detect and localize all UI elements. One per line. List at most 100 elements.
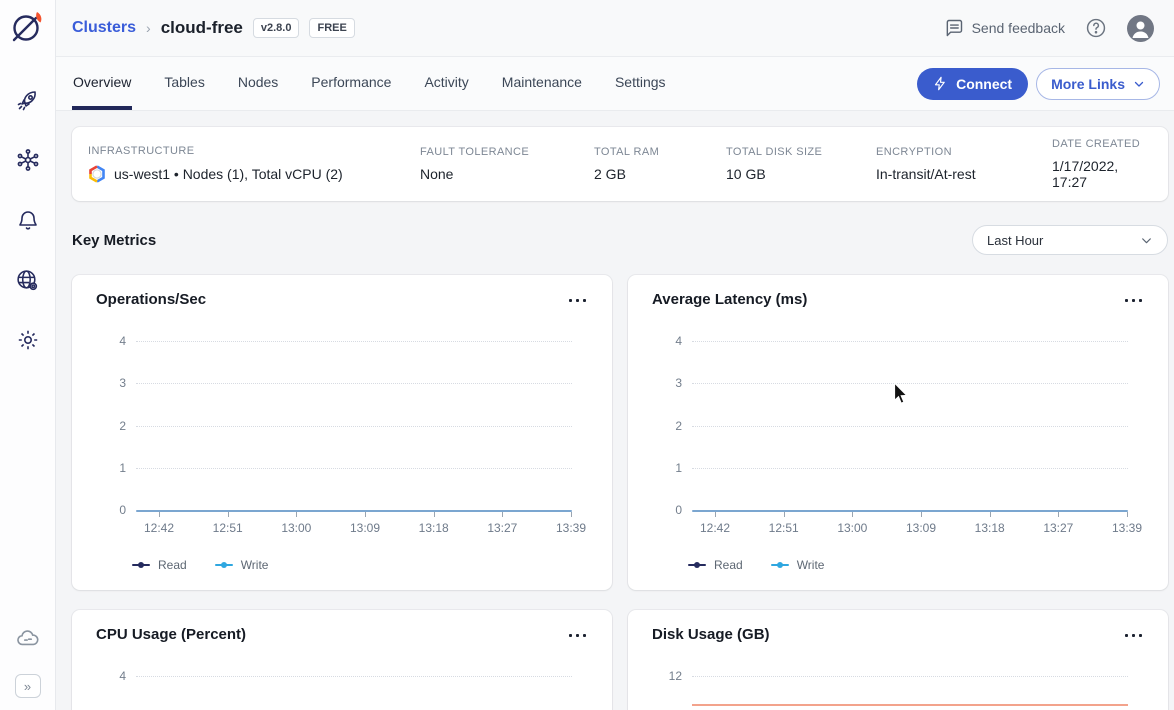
gridline (136, 341, 572, 342)
y-tick-label: 4 (86, 669, 126, 683)
tab-overview[interactable]: Overview (72, 57, 132, 110)
sidebar-item-alerts[interactable] (15, 207, 41, 233)
chart-title: Average Latency (ms) (652, 291, 807, 308)
tab-performance[interactable]: Performance (310, 57, 392, 110)
x-tick-mark (990, 512, 991, 517)
main-area: Clusters › cloud-free v2.8.0 FREE Send f… (56, 0, 1174, 710)
help-button[interactable] (1085, 17, 1107, 39)
legend-label: Write (241, 558, 269, 572)
info-label: TOTAL DISK SIZE (726, 146, 876, 158)
x-tick-label: 13:39 (1112, 521, 1142, 535)
legend-label: Read (714, 558, 743, 572)
y-tick-label: 4 (642, 334, 682, 348)
more-links-button[interactable]: More Links (1036, 68, 1160, 100)
tab-tables[interactable]: Tables (163, 57, 205, 110)
tab-settings[interactable]: Settings (614, 57, 667, 110)
x-tick-label: 13:18 (419, 521, 449, 535)
gridline (692, 676, 1128, 677)
chart-card-disk-usage: Disk Usage (GB) 12 (628, 610, 1168, 710)
sidebar-item-networking[interactable] (15, 147, 41, 173)
tab-bar: Overview Tables Nodes Performance Activi… (56, 57, 1174, 111)
rocket-icon (16, 88, 40, 112)
app-logo[interactable] (11, 0, 45, 63)
x-tick-label: 12:51 (769, 521, 799, 535)
connect-label: Connect (956, 76, 1012, 92)
tab-nodes[interactable]: Nodes (237, 57, 279, 110)
bell-icon (16, 208, 40, 232)
x-tick-mark (365, 512, 366, 517)
top-header: Clusters › cloud-free v2.8.0 FREE Send f… (56, 0, 1174, 57)
legend-item[interactable]: Write (215, 558, 269, 572)
network-icon (16, 148, 40, 172)
chart-legend: Read Write (688, 558, 824, 572)
plan-badge: FREE (309, 18, 354, 38)
tab-maintenance[interactable]: Maintenance (501, 57, 583, 110)
info-label: ENCRYPTION (876, 146, 1052, 158)
y-tick-label: 2 (86, 419, 126, 433)
sidebar-nav (15, 87, 41, 353)
info-value: None (420, 166, 594, 182)
sidebar-item-settings[interactable] (15, 327, 41, 353)
cloud-status-button[interactable] (15, 626, 41, 652)
time-range-value: Last Hour (987, 233, 1043, 248)
chart-card-average-latency: Average Latency (ms) 4321012:4212:5113:0… (628, 275, 1168, 590)
legend-item[interactable]: Write (771, 558, 825, 572)
y-tick-label: 2 (642, 419, 682, 433)
legend-item[interactable]: Read (688, 558, 743, 572)
help-icon (1085, 17, 1107, 39)
y-tick-label: 1 (642, 461, 682, 475)
chart-menu-button[interactable] (1121, 295, 1146, 306)
legend-marker-icon (215, 564, 233, 566)
x-tick-mark (434, 512, 435, 517)
legend-item[interactable]: Read (132, 558, 187, 572)
send-feedback-button[interactable]: Send feedback (944, 18, 1065, 38)
user-avatar[interactable] (1127, 15, 1154, 42)
breadcrumb-clusters-link[interactable]: Clusters (72, 19, 136, 37)
charts-grid: Operations/Sec 4321012:4212:5113:0013:09… (72, 275, 1168, 710)
info-label: TOTAL RAM (594, 146, 726, 158)
info-label: DATE CREATED (1052, 138, 1152, 150)
expand-icon: » (24, 679, 31, 694)
x-tick-label: 12:42 (144, 521, 174, 535)
chart-menu-button[interactable] (1121, 630, 1146, 641)
info-value: In-transit/At-rest (876, 166, 1052, 182)
sidebar-item-clusters[interactable] (15, 87, 41, 113)
x-tick-mark (296, 512, 297, 517)
gridline (136, 383, 572, 384)
chart-legend: Read Write (132, 558, 268, 572)
connect-button[interactable]: Connect (917, 68, 1028, 100)
x-tick-mark (921, 512, 922, 517)
version-badge: v2.8.0 (253, 18, 300, 38)
x-tick-mark (571, 512, 572, 517)
header-actions: Send feedback (944, 15, 1154, 42)
info-label: FAULT TOLERANCE (420, 146, 594, 158)
x-tick-mark (502, 512, 503, 517)
x-tick-label: 13:18 (975, 521, 1005, 535)
tab-activity[interactable]: Activity (423, 57, 469, 110)
time-range-select[interactable]: Last Hour (972, 225, 1168, 255)
y-tick-label: 3 (642, 376, 682, 390)
info-total-ram: TOTAL RAM 2 GB (594, 146, 726, 182)
gcp-icon (88, 165, 106, 183)
x-tick-mark (228, 512, 229, 517)
chart-card-cpu-usage: CPU Usage (Percent) 4 (72, 610, 612, 710)
sidebar-item-organization[interactable] (15, 267, 41, 293)
chart-menu-button[interactable] (565, 295, 590, 306)
gridline (692, 383, 1128, 384)
gridline (692, 341, 1128, 342)
gridline (692, 426, 1128, 427)
sidebar: » (0, 0, 56, 710)
info-value: us-west1 • Nodes (1), Total vCPU (2) (114, 166, 343, 182)
y-tick-label: 0 (86, 503, 126, 517)
info-fault-tolerance: FAULT TOLERANCE None (420, 146, 594, 182)
x-tick-label: 13:39 (556, 521, 586, 535)
chevron-down-icon (1140, 234, 1153, 247)
info-value: 10 GB (726, 166, 876, 182)
more-links-label: More Links (1051, 76, 1125, 92)
legend-label: Read (158, 558, 187, 572)
gear-icon (16, 328, 40, 352)
x-tick-label: 12:51 (213, 521, 243, 535)
sidebar-expand-button[interactable]: » (15, 674, 41, 698)
x-tick-label: 13:00 (837, 521, 867, 535)
chart-menu-button[interactable] (565, 630, 590, 641)
